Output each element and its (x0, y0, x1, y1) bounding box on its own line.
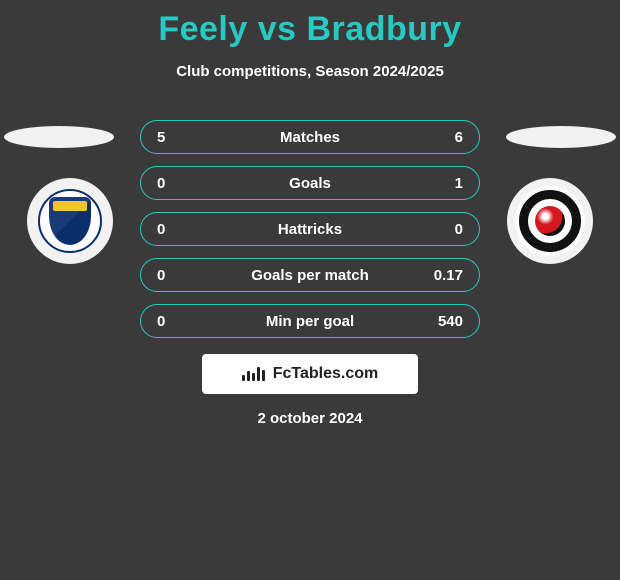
stats-list: 5 Matches 6 0 Goals 1 0 Hattricks 0 0 Go… (140, 120, 480, 350)
stat-right-value: 6 (409, 129, 463, 146)
subtitle: Club competitions, Season 2024/2025 (0, 63, 620, 80)
stat-label: Hattricks (211, 221, 409, 238)
stat-row: 0 Goals per match 0.17 (140, 258, 480, 292)
shield-icon (49, 197, 91, 245)
brand-text: FcTables.com (273, 365, 379, 383)
stat-row: 0 Hattricks 0 (140, 212, 480, 246)
bar-chart-icon (242, 367, 265, 381)
stat-left-value: 0 (157, 175, 211, 192)
stat-left-value: 0 (157, 221, 211, 238)
stat-right-value: 1 (409, 175, 463, 192)
club-badge-left (27, 178, 113, 264)
stat-label: Goals (211, 175, 409, 192)
country-flag-left (4, 126, 114, 148)
stat-right-value: 0.17 (409, 267, 463, 284)
stat-right-value: 540 (409, 313, 463, 330)
stat-row: 0 Goals 1 (140, 166, 480, 200)
stat-left-value: 0 (157, 313, 211, 330)
club-badge-right (507, 178, 593, 264)
stat-label: Goals per match (211, 267, 409, 284)
stat-left-value: 0 (157, 267, 211, 284)
stat-right-value: 0 (409, 221, 463, 238)
stat-label: Matches (211, 129, 409, 146)
stat-label: Min per goal (211, 313, 409, 330)
country-flag-right (506, 126, 616, 148)
stat-row: 5 Matches 6 (140, 120, 480, 154)
date-label: 2 october 2024 (0, 410, 620, 427)
stat-left-value: 5 (157, 129, 211, 146)
brand-badge: FcTables.com (202, 354, 418, 394)
barrow-afc-crest (38, 189, 102, 253)
ring-icon (519, 190, 581, 252)
cheltenham-town-crest (515, 186, 585, 256)
stat-row: 0 Min per goal 540 (140, 304, 480, 338)
page-title: Feely vs Bradbury (0, 0, 620, 49)
comparison-card: Feely vs Bradbury Club competitions, Sea… (0, 0, 620, 580)
